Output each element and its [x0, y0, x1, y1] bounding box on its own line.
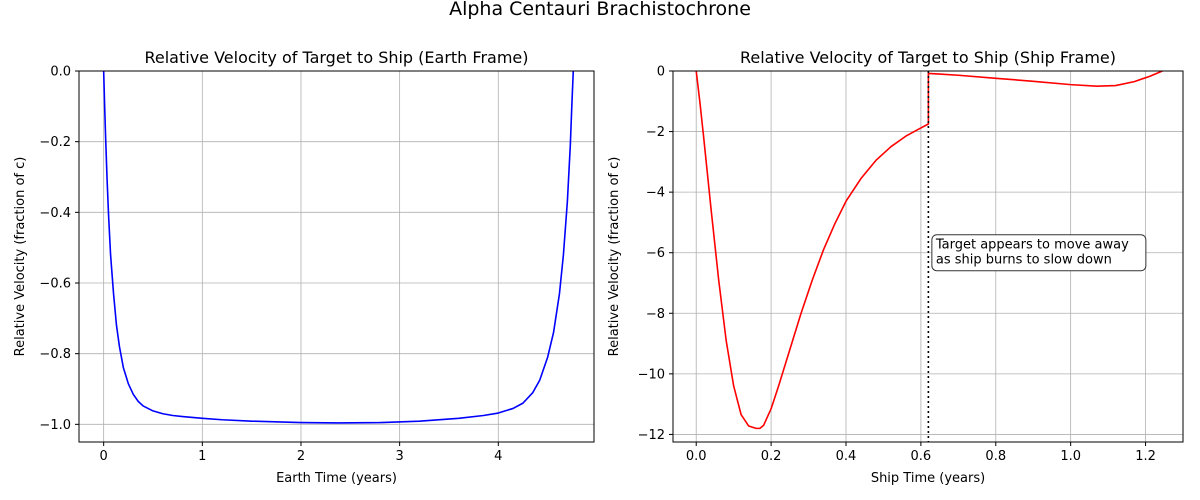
figure-suptitle: Alpha Centauri Brachistochrone [449, 0, 751, 20]
earth-frame-plot: 0 1 2 3 4 −1.0 −0.8 −0.6 −0.4 −0.2 0.0 Relative Vel… [13, 48, 595, 486]
subplot-title: Relative Velocity of Target to Ship (Ear… [144, 48, 528, 67]
y-tick-label: 0.0 [50, 65, 71, 80]
x-axis-label: Earth Time (years) [276, 471, 397, 486]
axes-frame [78, 70, 595, 443]
y-tick-label: 0 [657, 65, 665, 80]
series-line [695, 71, 1163, 430]
x-tick-label: 0.4 [836, 449, 857, 464]
annotation-line: as ship burns to slow down [936, 253, 1112, 268]
annotation-line: Target appears to move away [935, 238, 1129, 253]
axes-frame [672, 70, 1184, 443]
y-axis-label: Relative Velocity (fraction of c) [607, 157, 622, 357]
y-tick-label: −12 [638, 428, 665, 443]
y-tick-label: −1.0 [39, 418, 71, 433]
x-axis-label: Ship Time (years) [871, 471, 985, 486]
x-tick-label: 2 [297, 449, 305, 464]
subplot-title: Relative Velocity of Target to Ship (Shi… [740, 48, 1116, 67]
x-tick-label: 4 [494, 449, 502, 464]
annotation-box [931, 234, 1147, 272]
x-tick-label: 0 [100, 449, 108, 464]
y-tick-label: −6 [646, 246, 665, 261]
x-tick-label: 1 [198, 449, 206, 464]
y-tick-label: −0.4 [39, 206, 71, 221]
x-tick-label: 1.2 [1135, 449, 1156, 464]
y-tick-label: −8 [646, 307, 665, 322]
x-tick-label: 0.6 [911, 449, 932, 464]
x-tick-label: 0.0 [686, 449, 707, 464]
y-tick-label: −0.2 [39, 135, 71, 150]
y-tick-label: −10 [638, 367, 665, 382]
x-tick-label: 1.0 [1060, 449, 1081, 464]
y-tick-label: −0.6 [39, 277, 71, 292]
y-tick-label: −2 [646, 125, 665, 140]
y-axis-label: Relative Velocity (fraction of c) [13, 157, 28, 357]
x-tick-label: 3 [396, 449, 404, 464]
y-tick-label: −0.8 [39, 347, 71, 362]
x-tick-label: 0.8 [985, 449, 1006, 464]
y-tick-label: −4 [646, 186, 665, 201]
series-line [102, 71, 575, 424]
x-tick-label: 0.2 [761, 449, 782, 464]
